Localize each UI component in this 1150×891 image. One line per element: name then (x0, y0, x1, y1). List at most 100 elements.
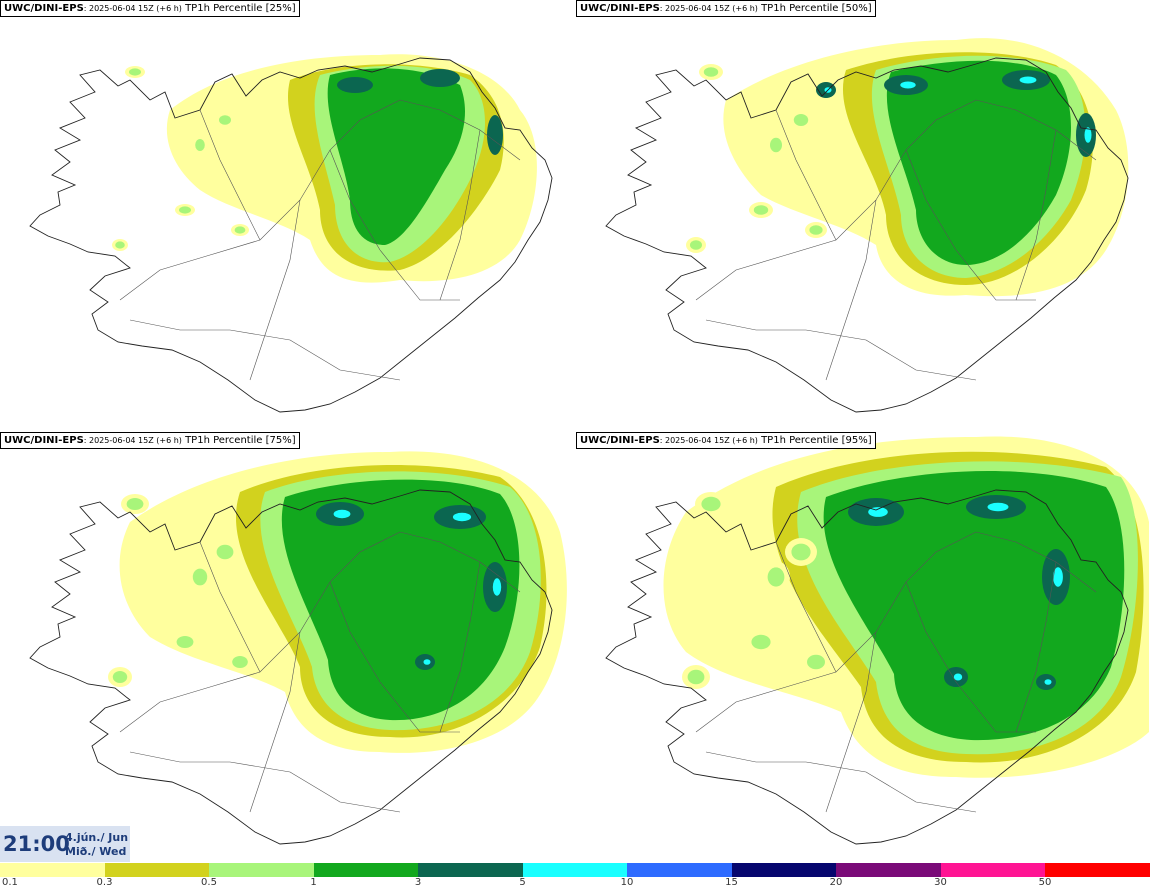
road-line (329, 149, 460, 301)
precip-band-0.5 (232, 656, 248, 668)
precip-band-0.5 (687, 669, 705, 685)
precip-band-5 (333, 509, 351, 519)
road-line (329, 581, 460, 733)
road-line (439, 129, 481, 301)
precip-band-5 (987, 502, 1009, 512)
precipitation-map (29, 451, 567, 845)
legend-swatch (836, 863, 941, 877)
valid-date: 4.jún./ Jun (65, 831, 129, 844)
legend-label: 10 (620, 877, 634, 888)
precipitation-map (605, 436, 1149, 845)
precip-band-1 (327, 68, 465, 245)
precip-band-5 (900, 81, 916, 89)
legend-label: 0.1 (2, 877, 18, 888)
precip-band-1 (823, 470, 1125, 741)
legend-label: 0.5 (201, 877, 217, 888)
precip-band-0.5 (112, 671, 128, 683)
road-line (399, 531, 521, 593)
precip-band-0.5 (703, 67, 719, 77)
precip-band-0.5 (793, 114, 809, 126)
valid-weekday: Mið./ Wed (65, 845, 127, 858)
precip-band-0.5 (129, 68, 141, 76)
legend-swatch (522, 863, 628, 877)
precipitation-map (605, 38, 1129, 413)
coastline (29, 489, 553, 845)
precip-band-0.5 (751, 634, 771, 650)
road-line (1015, 129, 1057, 301)
precip-band-0.5 (219, 115, 231, 125)
road-line (695, 531, 977, 733)
precip-band-0.5 (179, 206, 191, 214)
legend-label: 5 (519, 877, 526, 888)
road-line (905, 149, 1036, 301)
road-line (775, 541, 837, 673)
map-panel-p50: UWC/DINI-EPS: 2025-06-04 15Z (+6 h) TP1h… (576, 0, 1149, 431)
precip-band-3 (420, 69, 460, 87)
precip-band-5 (1044, 679, 1052, 685)
road-line (199, 109, 261, 241)
legend-label: 0.3 (96, 877, 113, 888)
road-line (119, 531, 401, 733)
precip-band-0.5 (195, 139, 205, 151)
precip-band-0.5 (809, 225, 823, 235)
road-line (825, 631, 877, 813)
road-line (775, 109, 837, 241)
precip-band-1 (886, 60, 1071, 265)
precip-band-0.5 (176, 636, 194, 648)
legend-label: 15 (725, 877, 738, 888)
road-line (399, 99, 521, 161)
road-line (695, 99, 977, 301)
panel-title: UWC/DINI-EPS: 2025-06-04 15Z (+6 h) TP1h… (0, 432, 300, 449)
legend-label: 1 (310, 877, 317, 888)
legend-swatch (313, 863, 419, 877)
road-line (705, 319, 977, 381)
road-line (825, 199, 877, 381)
legend-swatch (1045, 863, 1150, 877)
coastline (29, 57, 553, 413)
map-panel-p25: UWC/DINI-EPS: 2025-06-04 15Z (+6 h) TP1h… (0, 0, 573, 431)
precip-band-5 (1019, 76, 1037, 84)
legend-swatch (940, 863, 1046, 877)
color-legend: 0.1 0.3 0.5 1 3 5 10 15 20 30 50 (0, 863, 1150, 891)
road-line (705, 751, 977, 813)
legend-swatch (0, 863, 105, 877)
precip-band-0.5 (115, 241, 125, 249)
precip-band-0.5 (234, 226, 246, 234)
road-line (439, 561, 481, 733)
precip-band-0.5 (767, 567, 785, 587)
panel-title: UWC/DINI-EPS: 2025-06-04 15Z (+6 h) TP1h… (0, 0, 300, 17)
panel-title: UWC/DINI-EPS: 2025-06-04 15Z (+6 h) TP1h… (576, 0, 876, 17)
precip-band-0.5 (753, 205, 769, 215)
precip-band-5 (1053, 567, 1063, 587)
precip-band-3 (487, 115, 503, 155)
legend-swatch (104, 863, 210, 877)
precip-band-0.5 (791, 543, 811, 561)
precip-band-5 (492, 578, 502, 596)
road-line (1015, 561, 1057, 733)
legend-swatch (418, 863, 523, 877)
precip-band-1 (281, 479, 520, 721)
precip-band-0.5 (216, 544, 234, 560)
road-line (249, 199, 301, 381)
road-line (905, 581, 1036, 733)
precipitation-map (29, 54, 553, 413)
precip-band-5 (452, 512, 472, 522)
legend-label: 3 (414, 877, 422, 888)
road-line (975, 99, 1097, 161)
valid-time-box: 21:00 4.jún./ Jun Mið./ Wed (0, 826, 130, 862)
panel-title: UWC/DINI-EPS: 2025-06-04 15Z (+6 h) TP1h… (576, 432, 876, 449)
precip-band-3 (337, 77, 373, 93)
road-line (129, 751, 401, 813)
legend-swatch (731, 863, 837, 877)
precip-band-0.5 (770, 137, 782, 153)
precip-band-5 (953, 673, 963, 681)
road-line (975, 531, 1097, 593)
coastline (605, 57, 1129, 413)
legend-label: 30 (934, 877, 947, 888)
legend-swatch (209, 863, 314, 877)
road-line (119, 99, 401, 301)
coastline (605, 489, 1129, 845)
road-line (249, 631, 301, 813)
precip-band-0.5 (807, 654, 825, 670)
road-line (129, 319, 401, 381)
